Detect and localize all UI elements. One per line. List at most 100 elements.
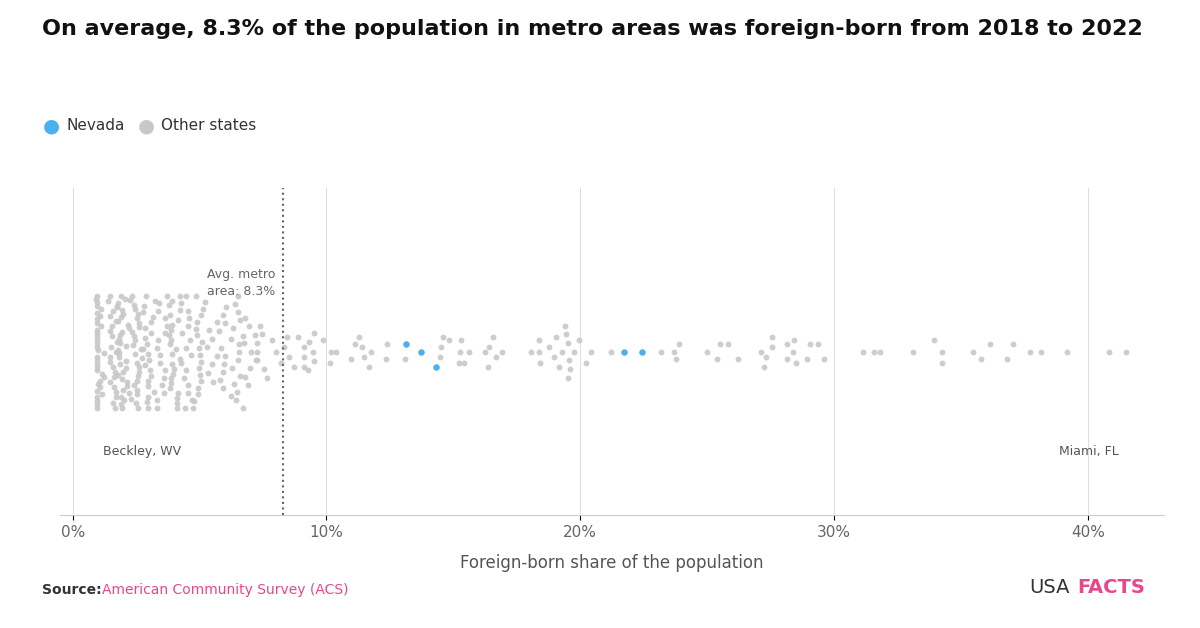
Point: [140, 365, 160, 376]
X-axis label: Foreign-born share of the population: Foreign-born share of the population: [461, 553, 763, 571]
Text: ●: ●: [43, 116, 60, 135]
Point: [294, 362, 313, 372]
Point: [522, 347, 541, 357]
Point: [547, 332, 566, 342]
Point: [552, 347, 571, 357]
Point: [192, 376, 211, 386]
Point: [163, 296, 182, 306]
Point: [257, 373, 276, 383]
Point: [178, 320, 197, 330]
Point: [136, 323, 155, 333]
Point: [91, 382, 110, 392]
Text: American Community Survey (ACS): American Community Survey (ACS): [102, 583, 348, 597]
Point: [158, 320, 178, 330]
Point: [305, 328, 324, 338]
Point: [708, 354, 727, 364]
Point: [211, 375, 230, 385]
Point: [130, 318, 149, 328]
Point: [360, 362, 379, 372]
Point: [112, 392, 131, 402]
Point: [280, 352, 299, 362]
Point: [762, 342, 781, 352]
Point: [241, 347, 260, 357]
Point: [433, 332, 452, 342]
Point: [530, 347, 550, 357]
Point: [299, 365, 318, 376]
Point: [163, 369, 182, 379]
Point: [431, 352, 450, 362]
Point: [157, 291, 176, 301]
Point: [139, 376, 158, 386]
Point: [234, 338, 253, 349]
Point: [176, 291, 196, 301]
Point: [212, 343, 232, 353]
Point: [100, 291, 119, 301]
Point: [107, 316, 126, 326]
Text: Source:: Source:: [42, 583, 102, 597]
Point: [113, 384, 132, 394]
Point: [266, 347, 286, 357]
Point: [997, 354, 1016, 364]
Point: [247, 338, 266, 348]
Point: [431, 342, 450, 352]
Point: [116, 341, 136, 351]
Point: [558, 373, 577, 383]
Point: [191, 310, 210, 320]
Point: [1116, 347, 1135, 357]
Point: [161, 335, 180, 345]
Point: [120, 295, 139, 305]
Point: [88, 392, 107, 403]
Point: [88, 403, 107, 413]
Point: [221, 335, 240, 345]
Point: [354, 352, 373, 362]
Point: [133, 344, 152, 354]
Point: [88, 396, 107, 406]
Point: [155, 373, 174, 383]
Point: [120, 323, 139, 333]
Point: [294, 352, 313, 362]
Point: [161, 383, 180, 393]
Point: [228, 291, 247, 301]
Point: [170, 354, 190, 364]
Point: [128, 389, 148, 399]
Point: [484, 332, 503, 342]
Point: [108, 370, 127, 380]
Point: [191, 370, 210, 380]
Point: [964, 347, 983, 357]
Point: [222, 362, 241, 372]
Point: [118, 377, 137, 387]
Point: [728, 354, 748, 364]
Point: [697, 347, 716, 357]
Point: [233, 331, 252, 341]
Point: [192, 357, 211, 367]
Point: [168, 388, 187, 398]
Point: [864, 347, 883, 357]
Point: [870, 347, 889, 357]
Point: [104, 372, 124, 382]
Point: [161, 325, 180, 335]
Point: [271, 358, 290, 368]
Point: [170, 291, 190, 301]
Point: [785, 335, 804, 345]
Point: [92, 389, 112, 399]
Point: [300, 337, 319, 347]
Point: [88, 332, 107, 342]
Point: [719, 339, 738, 349]
Text: Nevada: Nevada: [66, 118, 125, 133]
Point: [173, 328, 192, 338]
Point: [454, 358, 473, 368]
Point: [179, 387, 198, 398]
Point: [240, 322, 259, 332]
Point: [126, 304, 145, 314]
Point: [326, 347, 346, 357]
Point: [190, 344, 209, 354]
Point: [172, 298, 191, 308]
Point: [98, 296, 118, 306]
Point: [143, 312, 162, 322]
Point: [800, 339, 820, 349]
Point: [252, 329, 271, 339]
Point: [815, 354, 834, 364]
Point: [175, 403, 194, 413]
Point: [176, 343, 196, 353]
Point: [187, 323, 206, 333]
